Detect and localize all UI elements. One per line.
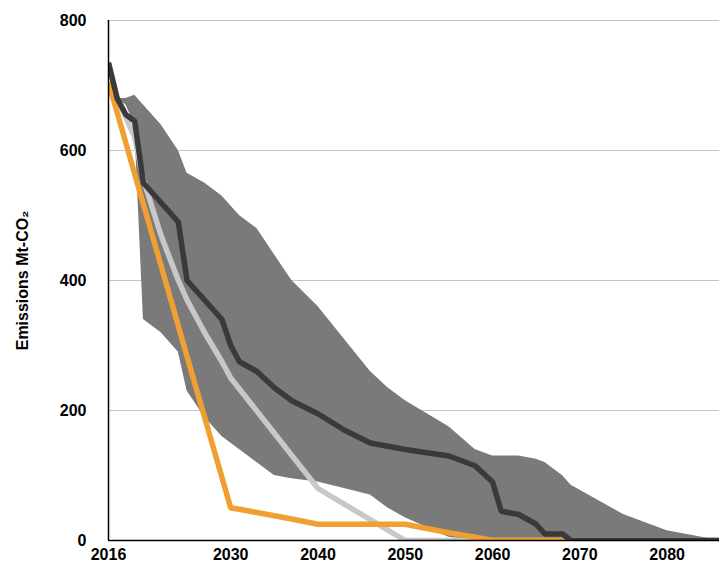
svg-text:2050: 2050: [387, 546, 423, 563]
svg-text:200: 200: [60, 402, 87, 419]
svg-text:Emissions Mt-CO₂: Emissions Mt-CO₂: [14, 211, 31, 351]
svg-text:2060: 2060: [475, 546, 511, 563]
svg-text:400: 400: [60, 272, 87, 289]
svg-text:800: 800: [60, 12, 87, 29]
svg-text:600: 600: [60, 142, 87, 159]
svg-text:0: 0: [78, 532, 87, 549]
svg-text:2070: 2070: [562, 546, 598, 563]
svg-text:2016: 2016: [91, 546, 127, 563]
svg-text:2080: 2080: [649, 546, 685, 563]
svg-text:2040: 2040: [300, 546, 336, 563]
svg-text:2030: 2030: [213, 546, 249, 563]
